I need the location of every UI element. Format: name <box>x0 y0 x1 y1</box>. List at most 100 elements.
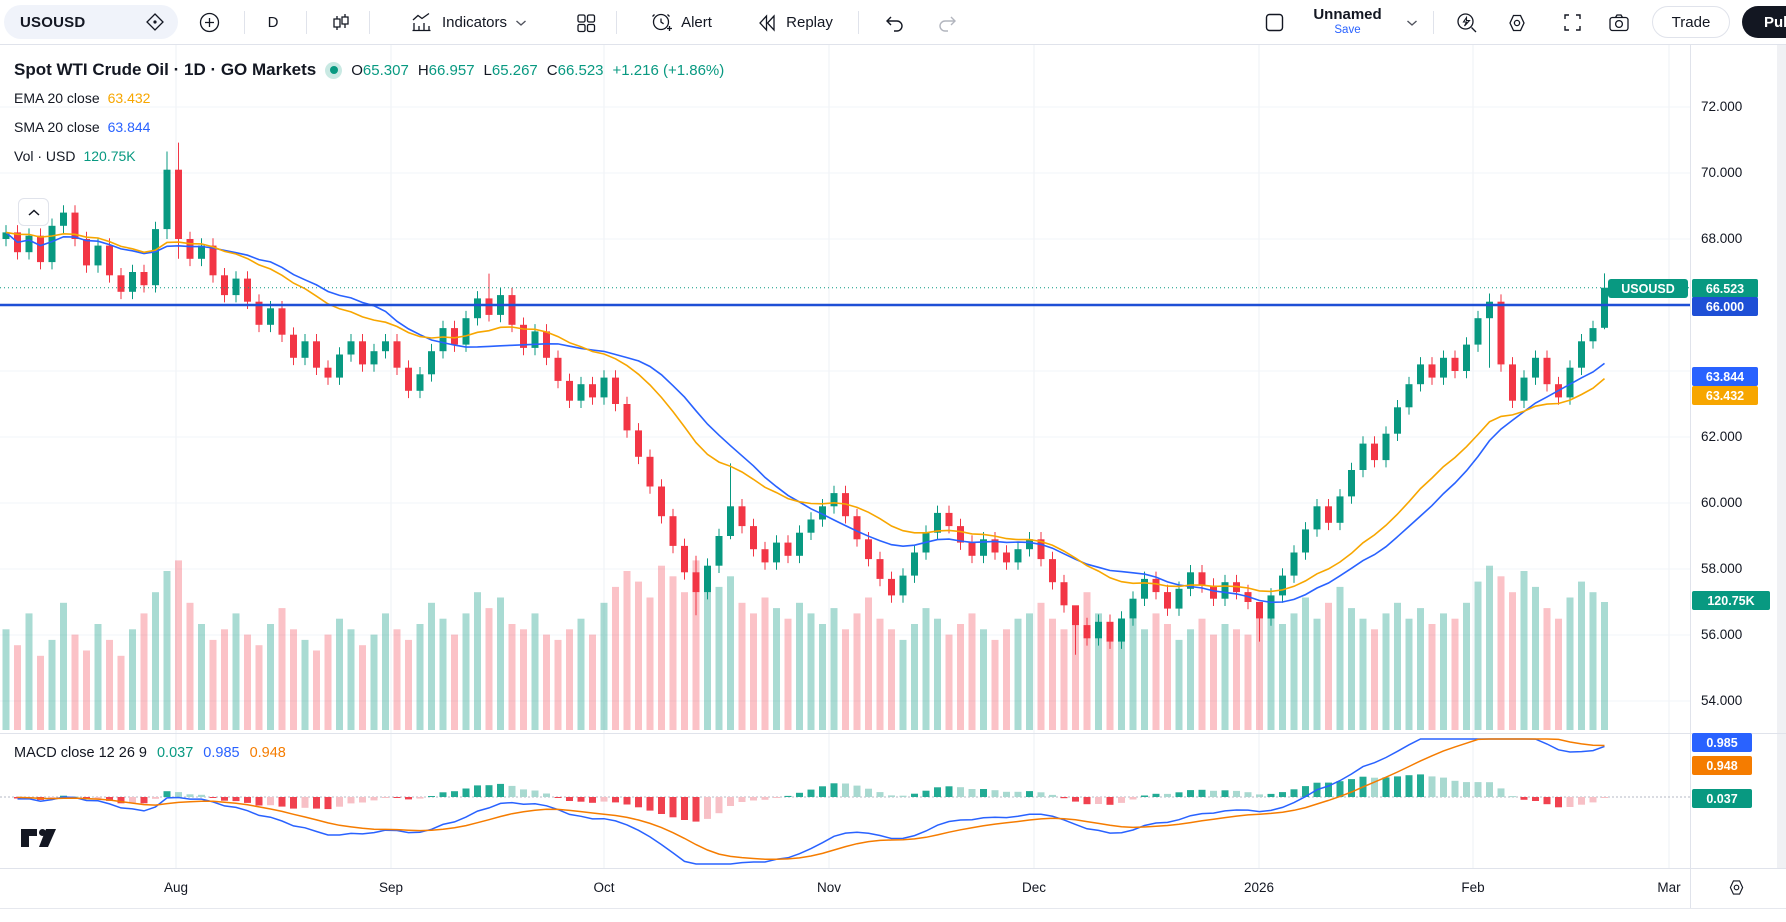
market-status-icon[interactable] <box>325 61 343 79</box>
time-tick: Oct <box>593 880 615 895</box>
alert-label: Alert <box>681 14 712 31</box>
time-axis-border-top <box>0 868 1786 869</box>
tradingview-logo-icon <box>21 829 56 847</box>
layout-grid-button[interactable] <box>570 0 602 45</box>
price-axis[interactable]: 72.000 70.000 68.000 62.000 60.000 58.00… <box>1691 45 1786 868</box>
ema-legend-row[interactable]: EMA 20 close 63.432 <box>14 83 724 112</box>
change-value: +1.216 (+1.86%) <box>612 61 725 79</box>
fullscreen-button[interactable] <box>1557 0 1587 45</box>
sma-legend-row[interactable]: SMA 20 close 63.844 <box>14 112 724 141</box>
layout-name: Unnamed <box>1313 6 1382 23</box>
price-tick: 62.000 <box>1701 429 1743 444</box>
snapshot-button[interactable] <box>1604 0 1634 45</box>
top-toolbar: USOUSD D Indicators <box>0 0 1786 45</box>
toolbar-divider <box>1433 11 1434 34</box>
gear-hexagon-icon <box>1729 880 1744 895</box>
symbol-name: USOUSD <box>20 13 86 31</box>
toolbar-divider <box>616 11 617 34</box>
settings-button[interactable] <box>1502 0 1532 45</box>
alert-clock-icon <box>652 13 673 31</box>
undo-button[interactable] <box>878 0 910 45</box>
layout-square-icon <box>1265 13 1283 32</box>
grid-icon <box>577 13 596 32</box>
toolbar-divider <box>858 11 859 34</box>
time-tick: Mar <box>1657 880 1681 895</box>
indicators-icon <box>412 12 431 32</box>
chart-style-button[interactable] <box>326 0 356 45</box>
symbol-search-button[interactable]: USOUSD <box>4 5 178 39</box>
last-price-badge: 66.523 <box>1692 279 1758 298</box>
legend-collapse-button[interactable] <box>18 198 49 226</box>
time-tick: Feb <box>1461 880 1485 895</box>
chevron-down-icon <box>516 19 526 26</box>
redo-button[interactable] <box>932 0 964 45</box>
save-link[interactable]: Save <box>1334 24 1361 36</box>
macd-hist-badge: 0.037 <box>1692 789 1752 808</box>
price-tick: 56.000 <box>1701 627 1743 642</box>
volume-value: 120.75K <box>83 147 136 164</box>
macd-pane-separator[interactable] <box>0 733 1786 734</box>
close-value: 66.523 <box>557 61 604 79</box>
price-tick: 58.000 <box>1701 561 1743 576</box>
candles-icon <box>333 13 349 30</box>
chevron-down-icon <box>1407 19 1417 26</box>
macd-legend-row[interactable]: MACD close 12 26 9 0.037 0.985 0.948 <box>14 745 286 761</box>
sma-label: SMA 20 close <box>14 118 100 135</box>
alert-button[interactable]: Alert <box>638 0 724 45</box>
ema-label: EMA 20 close <box>14 89 100 106</box>
redo-arrow-icon <box>939 16 956 32</box>
ema-value: 63.432 <box>107 89 151 106</box>
price-tick: 70.000 <box>1701 165 1743 180</box>
macd-signal-badge: 0.948 <box>1692 756 1752 775</box>
macd-signal-value: 0.948 <box>249 745 286 761</box>
layout-menu-button[interactable] <box>1400 0 1424 45</box>
open-value: 65.307 <box>362 61 409 79</box>
price-axis-border <box>1690 45 1691 908</box>
publish-button[interactable]: Pub <box>1742 6 1786 38</box>
price-tick: 68.000 <box>1701 231 1743 246</box>
compare-add-button[interactable] <box>195 0 223 45</box>
sma-badge: 63.844 <box>1692 367 1758 386</box>
quick-search-button[interactable] <box>1452 0 1482 45</box>
macd-hist-value: 0.037 <box>156 745 194 761</box>
indicators-label: Indicators <box>441 14 508 31</box>
sma-value: 63.844 <box>107 118 151 135</box>
volume-legend-row[interactable]: Vol · USD 120.75K <box>14 141 724 170</box>
diamond-icon <box>144 11 166 33</box>
toolbar-divider <box>244 11 245 34</box>
low-value: 65.267 <box>491 61 538 79</box>
price-line-symbol-badge: USOUSD <box>1608 279 1688 298</box>
select-layout-button[interactable] <box>1258 0 1290 45</box>
volume-label: Vol · USD <box>14 147 76 164</box>
macd-label: MACD close 12 26 9 <box>14 745 147 761</box>
fullscreen-icon <box>1563 14 1581 31</box>
tradingview-logo[interactable] <box>20 827 64 856</box>
timeframe-button[interactable]: D <box>267 14 279 31</box>
time-tick: Nov <box>816 880 841 895</box>
ohlc-values: O65.307 H66.957 L65.267 C66.523 +1.216 (… <box>351 61 725 79</box>
macd-line-value: 0.985 <box>203 745 240 761</box>
macd-line-badge: 0.985 <box>1692 733 1752 752</box>
camera-icon <box>1609 13 1629 31</box>
trade-button[interactable]: Trade <box>1652 6 1730 38</box>
chevron-up-icon <box>27 208 40 216</box>
axis-settings-button[interactable] <box>1726 877 1747 903</box>
price-tick: 60.000 <box>1701 495 1743 510</box>
save-layout-button[interactable]: Unnamed Save <box>1300 3 1395 43</box>
horizontal-line-badge: 66.000 <box>1692 297 1758 316</box>
right-edge-strip <box>1777 45 1786 868</box>
time-axis[interactable]: Aug Sep Oct Nov Dec 2026 Feb Mar <box>0 869 1786 908</box>
indicators-button[interactable]: Indicators <box>388 0 548 45</box>
price-tick: 54.000 <box>1701 693 1743 708</box>
time-tick: Dec <box>1021 880 1046 895</box>
chart-legend: Spot WTI Crude Oil · 1D · GO Markets O65… <box>14 57 724 170</box>
gear-hexagon-icon <box>1509 14 1525 31</box>
toolbar-divider <box>369 11 370 34</box>
toolbar-divider <box>306 11 307 34</box>
plus-circle-icon <box>199 12 219 33</box>
price-tick: 72.000 <box>1701 99 1743 114</box>
symbol-title[interactable]: Spot WTI Crude Oil · 1D · GO Markets <box>14 60 317 79</box>
time-tick: Sep <box>378 880 404 895</box>
replay-button[interactable]: Replay <box>742 0 846 45</box>
